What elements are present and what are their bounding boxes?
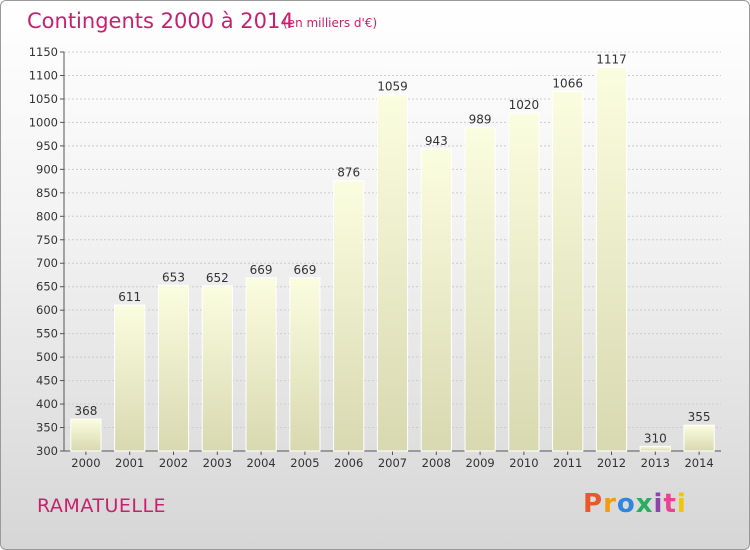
logo-letter: o bbox=[616, 489, 636, 519]
x-tick-label: 2008 bbox=[422, 456, 451, 470]
y-tick-label: 300 bbox=[36, 444, 58, 458]
value-label: 876 bbox=[337, 166, 360, 180]
logo-letter: i bbox=[676, 489, 687, 519]
y-tick-label: 1150 bbox=[29, 45, 58, 59]
bar-2004 bbox=[245, 277, 277, 452]
value-label: 669 bbox=[293, 263, 316, 277]
y-tick-label: 600 bbox=[36, 303, 58, 317]
x-tick-label: 2003 bbox=[203, 456, 232, 470]
value-label: 1066 bbox=[552, 76, 583, 90]
y-tick-label: 750 bbox=[36, 233, 58, 247]
value-label: 611 bbox=[118, 290, 141, 304]
x-tick-label: 2013 bbox=[641, 456, 670, 470]
x-tick-label: 2006 bbox=[334, 456, 363, 470]
bar-2006 bbox=[333, 180, 365, 452]
value-label: 1059 bbox=[377, 80, 408, 94]
x-tick-label: 2009 bbox=[465, 456, 494, 470]
y-tick-label: 550 bbox=[36, 327, 58, 341]
value-label: 943 bbox=[425, 134, 448, 148]
y-tick-label: 450 bbox=[36, 374, 58, 388]
chart-subtitle: (en milliers d'€) bbox=[283, 16, 377, 30]
bar-2000 bbox=[70, 418, 102, 452]
x-tick-label: 2011 bbox=[553, 456, 582, 470]
value-label: 355 bbox=[688, 410, 711, 424]
bar-2009 bbox=[464, 127, 496, 452]
bar-2007 bbox=[376, 94, 409, 452]
bars: 368 611 653 652 669 669 876 1059 943 989 1020 1066 1… bbox=[70, 52, 715, 452]
value-label: 652 bbox=[206, 271, 229, 285]
bar-2010 bbox=[508, 112, 540, 452]
y-tick-label: 850 bbox=[36, 186, 58, 200]
value-label: 368 bbox=[74, 404, 97, 418]
y-tick-label: 1100 bbox=[29, 68, 58, 82]
y-tick-label: 950 bbox=[36, 139, 58, 153]
bar-2013 bbox=[639, 445, 671, 452]
value-label: 669 bbox=[250, 263, 273, 277]
bar-2005 bbox=[289, 277, 321, 452]
bar-2003 bbox=[201, 285, 233, 452]
chart-title: Contingents 2000 à 2014 bbox=[27, 9, 294, 33]
x-tick-label: 2001 bbox=[115, 456, 144, 470]
value-label: 989 bbox=[469, 113, 492, 127]
y-tick-label: 650 bbox=[36, 280, 58, 294]
x-tick-label: 2010 bbox=[509, 456, 538, 470]
bar-2011 bbox=[552, 90, 584, 452]
y-tick-label: 400 bbox=[36, 397, 58, 411]
bar-2001 bbox=[114, 304, 146, 452]
logo-letter: x bbox=[635, 489, 654, 519]
x-tick-label: 2012 bbox=[597, 456, 626, 470]
bar-2008 bbox=[420, 148, 452, 452]
y-tick-label: 350 bbox=[36, 421, 58, 435]
y-tick-label: 800 bbox=[36, 209, 58, 223]
logo-letter: i bbox=[653, 489, 664, 519]
x-tick-label: 2005 bbox=[290, 456, 319, 470]
y-tick-label: 500 bbox=[36, 350, 58, 364]
bar-2014 bbox=[683, 424, 715, 452]
y-tick-label: 700 bbox=[36, 256, 58, 270]
x-tick-label: 2004 bbox=[246, 456, 275, 470]
commune-name: RAMATUELLE bbox=[37, 495, 167, 517]
logo-letter: P bbox=[583, 489, 604, 519]
y-tick-label: 900 bbox=[36, 162, 58, 176]
value-label: 1020 bbox=[509, 98, 540, 112]
y-tick-label: 1050 bbox=[29, 92, 58, 106]
bar-2002 bbox=[157, 284, 190, 452]
x-tick-label: 2000 bbox=[71, 456, 100, 470]
y-tick-label: 1000 bbox=[29, 115, 58, 129]
logo-letter: r bbox=[603, 489, 617, 519]
value-label: 1117 bbox=[596, 52, 627, 66]
bar-2012 bbox=[595, 66, 628, 452]
logo-letter: t bbox=[663, 489, 677, 519]
x-tick-label: 2014 bbox=[684, 456, 713, 470]
value-label: 310 bbox=[644, 431, 667, 445]
x-tick-label: 2007 bbox=[378, 456, 407, 470]
proxiti-logo[interactable]: Proxiti bbox=[583, 489, 687, 519]
x-tick-label: 2002 bbox=[159, 456, 188, 470]
value-label: 653 bbox=[162, 270, 185, 284]
